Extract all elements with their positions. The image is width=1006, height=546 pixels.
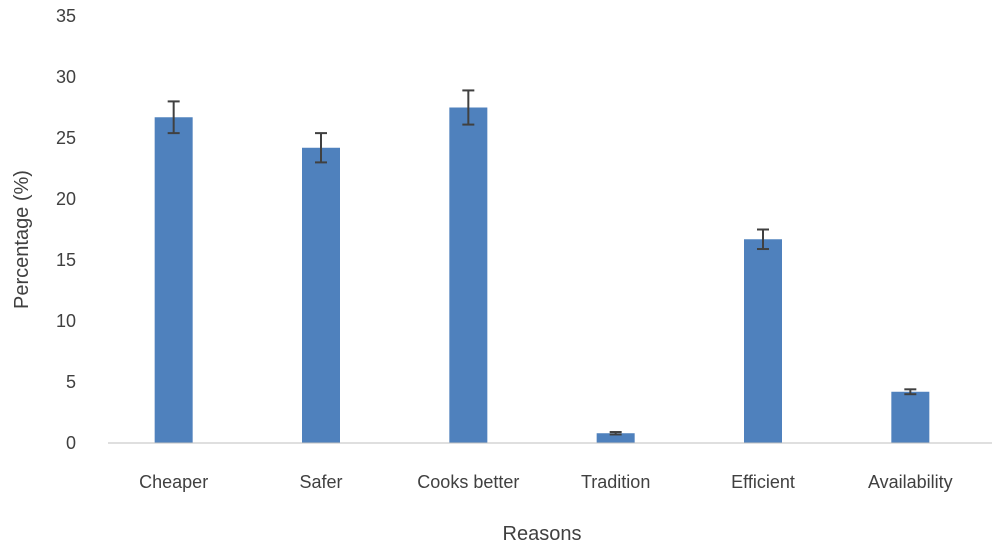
x-tick-label: Cheaper: [139, 472, 208, 492]
x-axis-title: Reasons: [503, 523, 582, 545]
x-tick-label: Tradition: [581, 472, 650, 492]
y-tick-label: 10: [56, 311, 76, 331]
x-tick-label: Safer: [299, 472, 342, 492]
error-bar: [757, 228, 769, 251]
error-bar: [904, 388, 917, 396]
y-axis-title: Percentage (%): [11, 170, 33, 309]
bar: [302, 147, 340, 443]
y-tick-label: 30: [56, 67, 76, 87]
x-tick-labels: Cheaper Safer Cooks better Tradition Efficie…: [139, 472, 953, 492]
y-tick-labels: 0 5 10 15 20 25 30 35: [56, 6, 76, 453]
y-tick-label: 35: [56, 6, 76, 26]
y-tick-label: 25: [56, 128, 76, 148]
error-bar: [609, 431, 622, 436]
x-tick-label: Cooks better: [417, 472, 519, 492]
x-tick-label: Efficient: [731, 472, 795, 492]
plot-area: [154, 89, 930, 443]
y-tick-label: 20: [56, 189, 76, 209]
y-tick-label: 0: [66, 433, 76, 453]
error-bar: [167, 100, 180, 135]
bar: [744, 239, 782, 443]
error-bar: [315, 132, 327, 164]
bar: [891, 391, 930, 443]
error-bar: [462, 89, 475, 126]
bar: [154, 117, 193, 443]
y-tick-label: 5: [66, 372, 76, 392]
x-tick-label: Availability: [868, 472, 953, 492]
y-tick-label: 15: [56, 250, 76, 270]
bar: [596, 433, 635, 443]
bar: [449, 107, 488, 443]
